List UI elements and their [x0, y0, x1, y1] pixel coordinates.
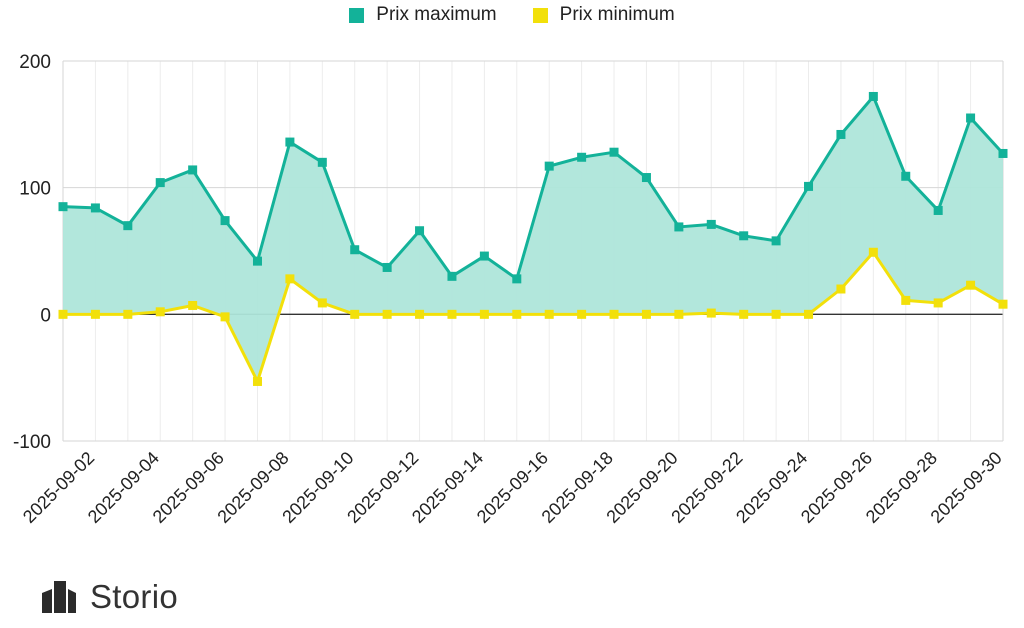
brand-logo[interactable]: Storio [40, 578, 178, 616]
data-point-min [771, 309, 781, 319]
series-line-min [63, 250, 1004, 383]
data-point-max [447, 271, 457, 281]
data-point-max [674, 222, 684, 232]
data-point-max [804, 181, 814, 191]
series-line-max [62, 94, 1005, 281]
data-point-max [933, 205, 943, 215]
data-point-min [512, 309, 522, 319]
data-point-min [966, 280, 976, 290]
data-point-min [447, 309, 457, 319]
data-point-max [285, 137, 295, 147]
legend-item-max[interactable]: Prix maximum [349, 4, 497, 26]
data-point-min [804, 309, 814, 319]
legend-label-min: Prix minimum [559, 4, 675, 25]
data-point-max [58, 202, 68, 212]
storio-logo-icon [42, 581, 76, 613]
data-point-min [933, 298, 943, 308]
data-point-min [350, 309, 360, 319]
data-point-min [706, 308, 716, 318]
data-point-min [609, 309, 619, 319]
legend-label-max: Prix maximum [376, 4, 497, 25]
legend-swatch-min [532, 7, 548, 23]
data-point-max [90, 203, 100, 213]
y-tick-label: 200 [19, 52, 51, 73]
data-point-min [739, 309, 749, 319]
data-point-max [901, 171, 911, 181]
data-point-max [544, 161, 554, 171]
data-point-min [220, 312, 230, 322]
data-point-min [901, 295, 911, 305]
data-point-max [577, 152, 587, 162]
data-point-max [415, 226, 425, 236]
y-tick-label: -100 [13, 432, 51, 453]
data-point-max [350, 245, 360, 255]
data-point-min [382, 309, 392, 319]
data-point-max [609, 147, 619, 157]
y-tick-label: 100 [19, 179, 51, 200]
chart-legend: Prix maximum Prix minimum [0, 4, 1024, 26]
data-point-min [317, 298, 327, 308]
data-point-max [317, 157, 327, 167]
data-point-max [998, 148, 1008, 158]
data-point-max [382, 262, 392, 272]
data-point-min [188, 300, 198, 310]
data-point-max [641, 173, 651, 183]
data-point-max [966, 113, 976, 123]
brand-name: Storio [90, 578, 179, 615]
data-point-max [739, 231, 749, 241]
data-point-max [188, 165, 198, 175]
data-point-min [868, 247, 878, 257]
data-point-max [220, 216, 230, 226]
data-point-max [771, 236, 781, 246]
data-point-min [155, 307, 165, 317]
data-point-max [123, 221, 133, 231]
data-point-max [868, 91, 878, 101]
data-point-max [512, 274, 522, 284]
data-point-min [252, 376, 262, 386]
data-point-min [674, 309, 684, 319]
max-min-area-fill [63, 96, 1003, 382]
legend-item-min[interactable]: Prix minimum [532, 4, 675, 26]
data-point-min [998, 299, 1008, 309]
data-point-min [58, 309, 68, 319]
data-point-min [641, 309, 651, 319]
data-point-min [415, 309, 425, 319]
legend-swatch-max [349, 7, 365, 23]
data-point-min [544, 309, 554, 319]
data-point-max [706, 219, 716, 229]
data-point-max [252, 256, 262, 266]
data-point-min [123, 309, 133, 319]
data-point-max [836, 129, 846, 139]
data-point-min [479, 309, 489, 319]
data-point-min [577, 309, 587, 319]
data-point-max [479, 251, 489, 261]
y-tick-label: 0 [40, 305, 51, 326]
data-point-min [836, 284, 846, 294]
data-point-max [155, 178, 165, 188]
data-point-min [285, 274, 295, 284]
data-point-min [90, 309, 100, 319]
